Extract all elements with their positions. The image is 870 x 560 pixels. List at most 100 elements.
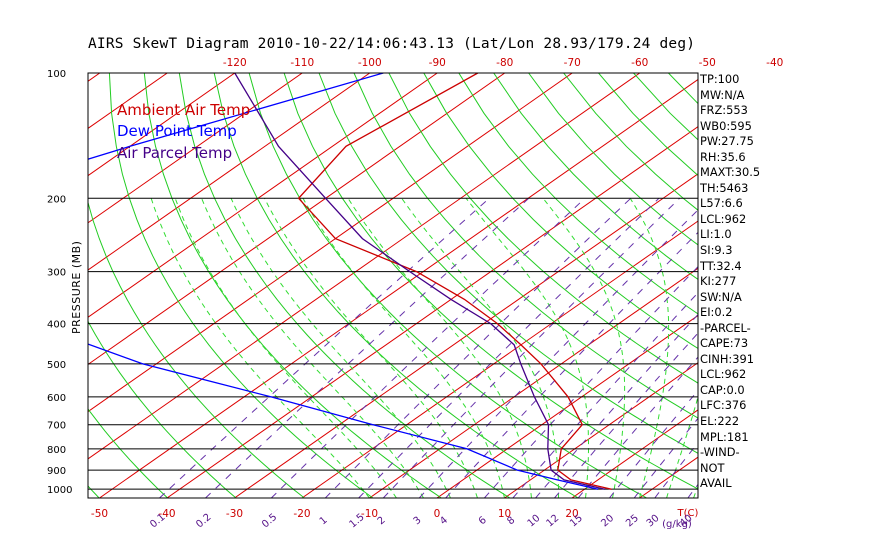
mixing-ratio-line — [159, 197, 490, 498]
ambient-air-temp-profile — [297, 73, 612, 490]
dry-adiabat-line — [88, 485, 100, 498]
isotherm-line — [166, 126, 698, 498]
mixing-ratio-label: 4 — [438, 515, 450, 528]
top-temp-tick-label: -50 — [699, 57, 716, 69]
dry-adiabat-line — [423, 73, 698, 350]
stat-rh: RH:35.6 — [700, 149, 746, 164]
bottom-temp-tick-label: -40 — [158, 508, 175, 520]
stat-cap: CAP:0.0 — [700, 382, 745, 397]
isotherm-line — [88, 73, 641, 460]
pressure-tick-label: 600 — [47, 393, 66, 404]
stat-maxt: MAXT:30.5 — [700, 165, 761, 180]
mixing-ratio-label: 8 — [505, 515, 517, 528]
stat-el: EL:222 — [700, 414, 740, 429]
mixing-ratio-label: 2 — [376, 515, 388, 528]
mixing-ratio-label: 3 — [412, 515, 424, 528]
moist-adiabat-line — [150, 198, 370, 498]
stat-ki: KI:277 — [700, 274, 737, 289]
stat-ei: EI:0.2 — [700, 305, 733, 320]
dry-adiabat-line — [213, 73, 579, 498]
mixing-ratio-line — [512, 292, 698, 498]
bottom-temp-tick-label: -20 — [293, 508, 310, 520]
stat-frz: FRZ:553 — [700, 103, 748, 118]
top-temp-tick-label: -90 — [429, 57, 446, 69]
dry-adiabat-line — [388, 73, 698, 384]
isotherm-line — [369, 267, 698, 498]
stat-tp: TP:100 — [700, 72, 740, 86]
mixing-ratio-line — [445, 231, 698, 498]
moist-adiabat-line — [264, 198, 478, 498]
plot-frame — [87, 72, 699, 499]
dry-adiabat-line — [178, 73, 511, 498]
dry-adiabat-line — [283, 73, 698, 490]
mixing-ratio-label: 0.2 — [194, 512, 213, 531]
bottom-temp-tick-label: 20 — [565, 508, 578, 520]
pressure-tick-label: 500 — [47, 360, 66, 371]
mixing-ratio-line — [382, 197, 680, 498]
top-temp-tick-label: -80 — [496, 57, 513, 69]
stat-wind-avail: AVAIL — [700, 476, 732, 491]
mixing-ratio-line — [324, 197, 632, 498]
isotherm-line — [99, 78, 698, 498]
dry-adiabat-line — [318, 73, 698, 454]
mixing-ratio-line — [633, 417, 698, 498]
pressure-tick-label: 100 — [47, 69, 66, 80]
dry-adiabat-line — [843, 73, 870, 498]
dry-adiabat-line — [458, 73, 698, 315]
stat-wb0: WB0:595 — [700, 118, 752, 133]
mixing-ratio-line — [205, 197, 530, 498]
moist-adiabat-line — [629, 198, 670, 498]
isotherm-line — [88, 73, 438, 318]
mixing-ratio-label: 6 — [477, 515, 489, 528]
top-temp-tick-label: -100 — [358, 57, 382, 69]
mixing-ratio-line — [418, 209, 698, 498]
stat-lfc: LFC:376 — [700, 398, 747, 413]
isotherm-line — [436, 314, 698, 498]
pressure-tick-label: 700 — [47, 421, 66, 432]
isotherm-line — [88, 73, 573, 413]
air-parcel-temp-profile — [234, 73, 606, 490]
dew-point-temp-profile — [88, 73, 599, 490]
pressure-tick-label: 900 — [47, 466, 66, 477]
dry-adiabat-line — [248, 73, 647, 498]
isotherm-line — [571, 409, 698, 498]
mixing-ratio-line — [535, 313, 698, 498]
moist-adiabat-line — [465, 197, 589, 498]
pressure-tick-label: 200 — [47, 194, 66, 205]
mixing-ratio-line — [358, 197, 660, 498]
mixing-ratio-label: 1 — [318, 515, 330, 528]
dry-adiabat-line — [108, 73, 374, 498]
moist-adiabat-line — [201, 198, 424, 498]
dry-adiabat-line — [0, 73, 31, 498]
dry-adiabat-line — [88, 320, 237, 498]
legend-dew-point-temp: Dew Point Temp — [117, 122, 237, 140]
pressure-tick-label: 1000 — [47, 485, 72, 496]
stat-lcl: LCL:962 — [700, 211, 747, 226]
stat-wind-not: NOT — [700, 460, 725, 475]
isotherm-line — [504, 362, 698, 498]
mixing-ratio-line — [577, 356, 698, 498]
stat-si: SI:9.3 — [700, 243, 733, 258]
top-temp-tick-label: -70 — [564, 57, 581, 69]
mixing-ratio-line — [609, 389, 698, 498]
dry-adiabat-line — [773, 73, 870, 498]
isotherm-line — [88, 73, 506, 366]
isotherm-line — [0, 73, 32, 498]
bottom-temp-tick-label: -30 — [226, 508, 243, 520]
bottom-temp-tick-label: -10 — [361, 508, 378, 520]
stat-cape: CAPE:73 — [700, 336, 749, 351]
isotherm-line — [88, 73, 371, 271]
moist-adiabat-line — [174, 198, 397, 498]
stat-pw: PW:27.75 — [700, 134, 754, 149]
mixing-ratio-label: 20 — [599, 513, 616, 530]
isotherm-line — [301, 220, 698, 498]
dry-adiabat-line — [493, 73, 698, 281]
dry-adiabat-line — [353, 73, 698, 419]
pressure-tick-label: 800 — [47, 445, 66, 456]
stat-tt: TT:32.4 — [700, 258, 742, 273]
isotherm-line — [775, 73, 870, 498]
stat-parcel-header: -PARCEL- — [700, 320, 751, 335]
stat-mpl: MPL:181 — [700, 429, 749, 444]
isotherm-line — [234, 173, 698, 498]
